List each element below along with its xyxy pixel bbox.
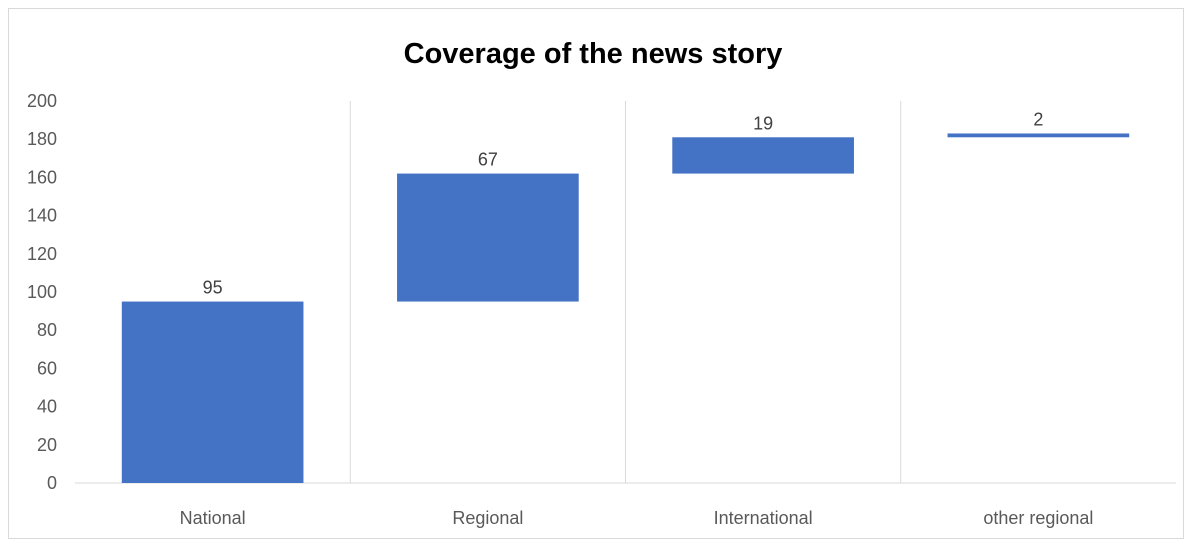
y-tick-label: 20 bbox=[37, 435, 57, 455]
y-tick-label: 180 bbox=[27, 129, 57, 149]
axis-layer: 0 20 40 60 80 100 120 140 160 180 200 National Regio… bbox=[27, 91, 1176, 528]
y-tick-label: 200 bbox=[27, 91, 57, 111]
y-tick-label: 140 bbox=[27, 206, 57, 226]
y-tick-label: 120 bbox=[27, 244, 57, 264]
x-tick-label: International bbox=[714, 508, 813, 528]
data-label: 2 bbox=[1033, 109, 1043, 129]
data-label: 67 bbox=[478, 150, 498, 170]
data-label: 95 bbox=[203, 278, 223, 298]
y-tick-label: 0 bbox=[47, 473, 57, 493]
y-tick-label: 40 bbox=[37, 397, 57, 417]
data-label: 19 bbox=[753, 113, 773, 133]
bar bbox=[672, 137, 854, 174]
bar bbox=[121, 301, 304, 483]
bar bbox=[397, 173, 579, 302]
x-tick-label: other regional bbox=[983, 508, 1093, 528]
chart-title: Coverage of the news story bbox=[403, 38, 783, 70]
y-tick-label: 100 bbox=[27, 282, 57, 302]
label-layer: 95 67 19 2 bbox=[203, 109, 1044, 297]
bar bbox=[947, 133, 1130, 138]
y-tick-label: 80 bbox=[37, 320, 57, 340]
y-tick-label: 60 bbox=[37, 358, 57, 378]
y-tick-label: 160 bbox=[27, 167, 57, 187]
x-tick-label: Regional bbox=[452, 508, 523, 528]
x-tick-label: National bbox=[180, 508, 246, 528]
grid-layer bbox=[349, 101, 902, 483]
bar-layer bbox=[121, 133, 1130, 483]
